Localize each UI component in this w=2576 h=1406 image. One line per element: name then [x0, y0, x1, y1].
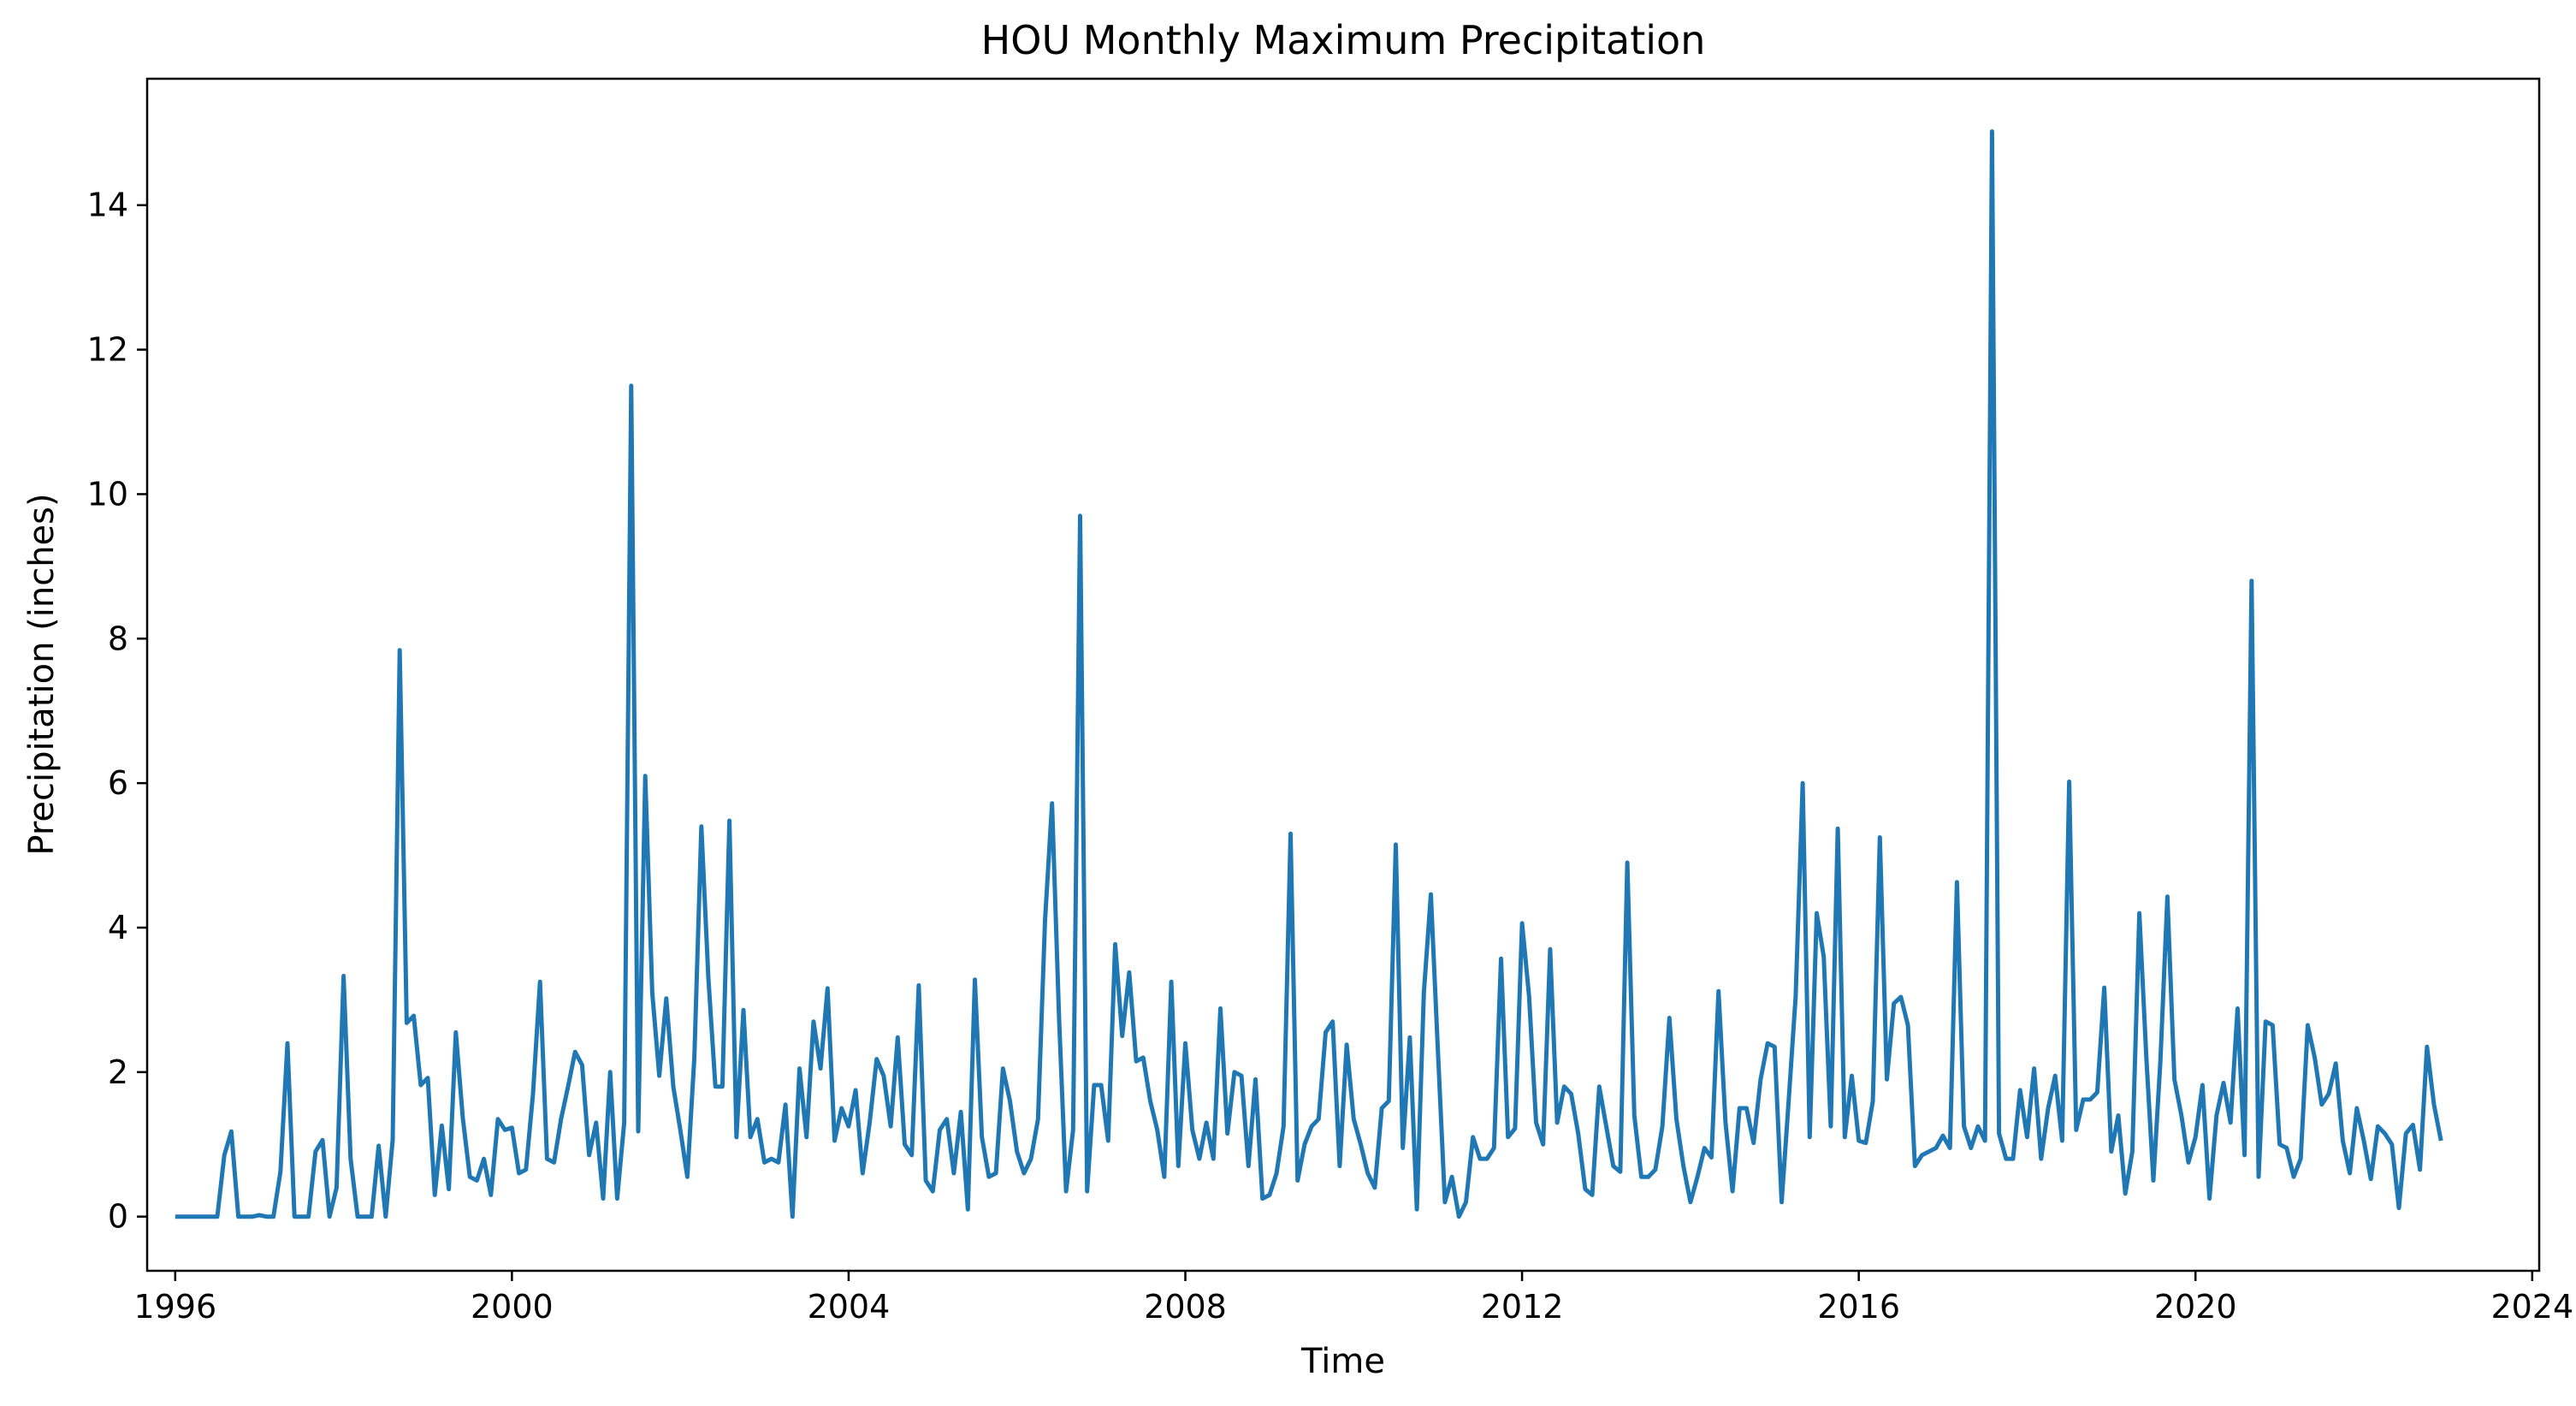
x-tick-label: 2024: [2490, 1288, 2573, 1326]
y-tick-label: 6: [108, 764, 128, 802]
y-tick-label: 2: [108, 1053, 128, 1091]
x-tick-label: 2008: [1144, 1288, 1227, 1326]
x-axis-title: Time: [1300, 1342, 1385, 1381]
series-line-1: [175, 129, 2443, 1219]
y-tick-label: 14: [87, 187, 128, 224]
y-axis: 0 2 4 6 8 10 12 14: [87, 187, 147, 1236]
x-tick-label: 2000: [471, 1288, 554, 1326]
y-tick-label: 8: [108, 620, 128, 657]
y-tick-label: 0: [108, 1198, 128, 1236]
y-tick-label: 10: [87, 475, 128, 513]
x-tick-label: 2016: [1817, 1288, 1900, 1326]
x-axis: 1996 2000 2004 2008 2012 2016 2020 2024: [133, 1271, 2573, 1326]
x-tick-label: 2020: [2154, 1288, 2237, 1326]
y-axis-title: Precipitation (inches): [22, 493, 62, 855]
x-tick-label: 2012: [1481, 1288, 1564, 1326]
y-tick-label: 4: [108, 909, 128, 946]
data-layer: [175, 129, 2443, 1219]
plot-area-frame: [145, 77, 2541, 1273]
chart-title: HOU Monthly Maximum Precipitation: [981, 17, 1706, 63]
y-tick-label: 12: [87, 331, 128, 369]
x-tick-label: 2004: [808, 1288, 891, 1326]
x-tick-label: 1996: [133, 1288, 216, 1326]
